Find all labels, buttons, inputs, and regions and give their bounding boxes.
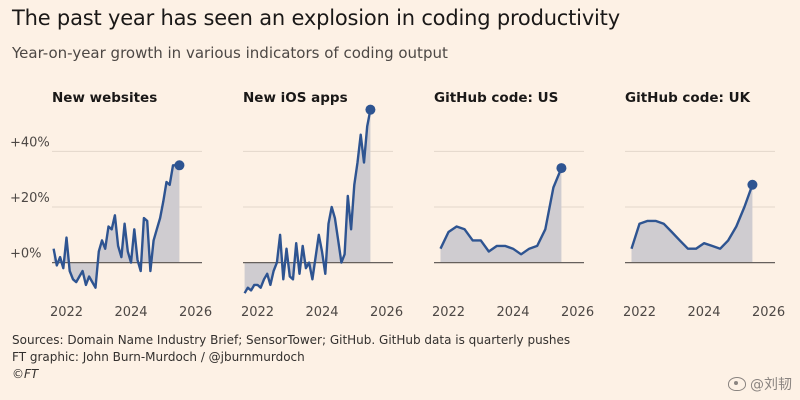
panel-2-xtick-label: 2024 <box>305 305 338 320</box>
panel-3-endpoint <box>556 163 567 174</box>
page-title: The past year has seen an explosion in c… <box>12 6 620 30</box>
watermark-text: @刘韧 <box>750 377 792 393</box>
panel-3-xtick-label: 2026 <box>561 305 594 320</box>
panel-1-title: New websites <box>52 90 157 106</box>
panel-4-xtick-label: 2024 <box>687 305 720 320</box>
panel-1-xtick-label: 2024 <box>114 305 147 320</box>
panel-4-title: GitHub code: UK <box>625 90 751 106</box>
panel-1-xtick-label: 2022 <box>50 305 83 320</box>
graphic-credit: FT graphic: John Burn-Murdoch / @jburnmu… <box>12 350 305 364</box>
footer: Sources: Domain Name Industry Brief; Sen… <box>12 332 570 383</box>
panel-1-area <box>53 165 180 288</box>
panel-3-xtick-label: 2022 <box>432 305 465 320</box>
panel-2-xtick-label: 2026 <box>370 305 403 320</box>
panel-2-xtick-label: 2022 <box>241 305 274 320</box>
panel-4-area <box>631 184 753 263</box>
panel-4-xtick-label: 2026 <box>752 305 785 320</box>
panel-2-series-line <box>243 109 372 294</box>
panel-3-xtick-label: 2024 <box>496 305 529 320</box>
panel-4-xtick-label: 2022 <box>623 305 656 320</box>
small-multiples-chart: New websites 2022 2024 2026 +0% +20% +40% New i… <box>10 90 785 320</box>
weibo-icon <box>728 377 746 391</box>
panel-1-xtick-label: 2026 <box>179 305 212 320</box>
panel-3-title: GitHub code: US <box>434 90 558 106</box>
ytick-label: +20% <box>10 191 50 206</box>
panel-2-endpoint <box>365 104 376 115</box>
panel-3-area <box>440 168 562 263</box>
ytick-label: +40% <box>10 135 50 150</box>
panel-4-series-line <box>630 184 754 250</box>
panel-4-endpoint <box>747 179 758 190</box>
page-subtitle: Year-on-year growth in various indicator… <box>12 44 448 62</box>
ytick-label: +0% <box>10 247 42 262</box>
panel-2-title: New iOS apps <box>243 90 348 106</box>
watermark: @刘韧 <box>728 374 792 394</box>
panel-3-series-line <box>439 167 563 256</box>
sources-note: Sources: Domain Name Industry Brief; Sen… <box>12 333 571 347</box>
copyright: ©FT <box>12 367 39 381</box>
panel-1-series-line <box>52 164 180 289</box>
panel-1-endpoint <box>174 160 185 171</box>
